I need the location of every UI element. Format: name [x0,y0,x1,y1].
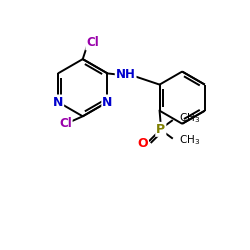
Text: N: N [102,96,113,108]
Text: O: O [137,137,148,150]
Text: Cl: Cl [86,36,99,50]
Text: CH$_3$: CH$_3$ [180,111,201,125]
Text: NH: NH [116,68,136,81]
Text: Cl: Cl [59,117,72,130]
Text: P: P [156,123,166,136]
Text: CH$_3$: CH$_3$ [180,134,201,147]
Text: N: N [53,96,63,108]
